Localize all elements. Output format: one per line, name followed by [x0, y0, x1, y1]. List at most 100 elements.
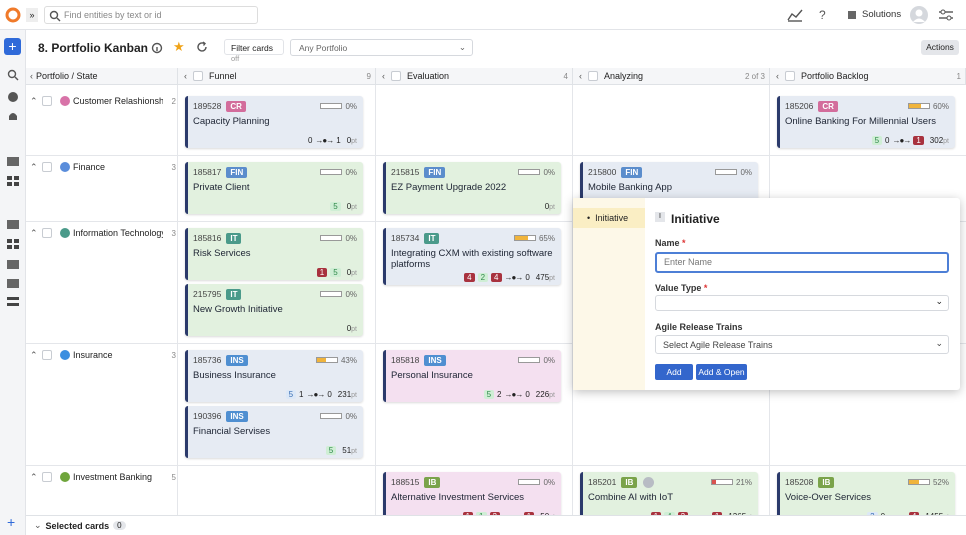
progress-label: 0%: [543, 355, 555, 365]
search-icon[interactable]: [6, 68, 20, 82]
column-header: ‹ Portfolio Backlog 1: [770, 68, 966, 85]
chevron[interactable]: ‹: [382, 71, 385, 81]
notify-icon[interactable]: [6, 110, 20, 124]
expand-icon[interactable]: »: [26, 8, 38, 22]
row-dot: [60, 162, 70, 172]
checkbox[interactable]: [391, 71, 401, 81]
checkbox[interactable]: [42, 162, 52, 172]
points-value: 231: [337, 390, 352, 399]
chevron[interactable]: ‹: [776, 71, 779, 81]
progress-fill: [908, 104, 921, 108]
checkbox[interactable]: [42, 350, 52, 360]
portfolio-select[interactable]: Any Portfolio ⌄: [290, 39, 473, 56]
filter-toggle[interactable]: Filter cards off: [224, 39, 284, 63]
card[interactable]: 185206 CR 60% Online Banking For Millennial…: [777, 96, 955, 148]
card[interactable]: 190396 INS 0% Financial Servises 5 51pt: [185, 406, 363, 458]
checkbox[interactable]: [42, 228, 52, 238]
card-id: 189528: [193, 101, 222, 111]
folder-icon[interactable]: [6, 218, 20, 230]
art-select[interactable]: Select Agile Release Trains ⌄: [655, 335, 949, 354]
card[interactable]: 185817 FIN 0% Private Client 5 0pt: [185, 162, 363, 214]
folder-icon[interactable]: [6, 258, 20, 270]
row-name: Customer Relashionships: [73, 96, 163, 106]
card-id: 185208: [785, 477, 814, 487]
card[interactable]: 189528 CR 0% Capacity Planning 0 →●→ 1 0pt: [185, 96, 363, 148]
avatar[interactable]: [910, 6, 928, 24]
card-id: 190396: [193, 411, 222, 421]
progress-bar: [320, 169, 343, 175]
name-input[interactable]: Enter Name: [655, 252, 949, 273]
value-type-select[interactable]: ⌄: [655, 295, 949, 311]
help-icon[interactable]: ?: [819, 8, 826, 22]
card[interactable]: 215795 IT 0% New Growth Initiative 0pt: [185, 284, 363, 336]
chevron[interactable]: ‹: [579, 71, 582, 81]
add-open-button[interactable]: Add & Open: [696, 364, 747, 380]
explore-icon[interactable]: [6, 90, 20, 104]
card[interactable]: 215815 FIN 0% EZ Payment Upgrade 2022 0pt: [383, 162, 561, 214]
checkbox[interactable]: [42, 96, 52, 106]
selected-label: Selected cards: [45, 520, 110, 531]
collapse-icon[interactable]: ⌄: [34, 520, 42, 530]
card-header: 185206 CR 60%: [785, 100, 949, 112]
dependency-icon: →●→: [504, 390, 524, 399]
column-header: ‹ Funnel 9: [178, 68, 376, 85]
logo[interactable]: [5, 7, 21, 23]
create-button[interactable]: +: [4, 38, 21, 55]
points-unit: pt: [549, 204, 555, 211]
analytics-icon[interactable]: [787, 8, 803, 22]
chevron[interactable]: ‹: [30, 71, 33, 81]
points-unit: pt: [351, 270, 357, 277]
card[interactable]: 185816 IT 0% Risk Services 1 5 0pt: [185, 228, 363, 280]
settings-icon[interactable]: [938, 8, 954, 22]
add-button[interactable]: Add: [655, 364, 693, 380]
row-label: ⌃ Insurance 3: [30, 348, 176, 362]
card-id: 185734: [391, 233, 420, 243]
chevron[interactable]: ⌃: [30, 227, 38, 238]
board-icon[interactable]: [6, 238, 20, 250]
actions-button[interactable]: Actions: [921, 40, 959, 55]
card-id: 215795: [193, 289, 222, 299]
folder-icon[interactable]: [6, 155, 20, 167]
board-icon[interactable]: [6, 175, 20, 187]
type-item[interactable]: • Initiative: [573, 208, 645, 228]
chevron[interactable]: ⌃: [30, 349, 38, 360]
points-unit: pt: [351, 326, 357, 333]
row-dot: [60, 350, 70, 360]
points: 302pt: [930, 136, 949, 145]
folder-icon[interactable]: [6, 277, 20, 289]
card-tag: FIN: [424, 166, 446, 178]
card[interactable]: 185734 IT 65% Integrating CXM with existing…: [383, 228, 561, 285]
row-label: ⌃ Customer Relashionships 2: [30, 94, 176, 108]
card[interactable]: 185736 INS 43% Business Insurance 5 1 →●→ 0 231p…: [185, 350, 363, 402]
solutions[interactable]: Solutions: [862, 9, 902, 20]
checkbox[interactable]: [193, 71, 203, 81]
info-icon[interactable]: [151, 42, 163, 54]
progress-fill: [316, 358, 326, 362]
chevron[interactable]: ⌃: [30, 161, 38, 172]
required-mark: *: [682, 238, 686, 248]
progress-fill: [514, 236, 528, 240]
card-title: Alternative Investment Services: [391, 492, 525, 503]
card-id: 188515: [391, 477, 420, 487]
badge: 5: [285, 390, 297, 399]
chevron[interactable]: ⌃: [30, 95, 38, 106]
checkbox[interactable]: [42, 472, 52, 482]
refresh-icon[interactable]: [196, 41, 208, 53]
card-title: Business Insurance: [193, 370, 276, 381]
card-tag: IT: [226, 288, 242, 300]
chevron[interactable]: ⌃: [30, 471, 38, 482]
add-icon[interactable]: +: [7, 514, 16, 530]
card-footer: 1 5 0pt: [193, 265, 357, 277]
chevron[interactable]: ‹: [184, 71, 187, 81]
card[interactable]: 185818 INS 0% Personal Insurance 5 2 →●→ 0 226pt: [383, 350, 561, 402]
card-tag: IT: [424, 232, 440, 244]
checkbox[interactable]: [785, 71, 795, 81]
board-icon[interactable]: [6, 296, 20, 308]
favorite-icon[interactable]: ★: [173, 39, 185, 54]
checkbox[interactable]: [588, 71, 598, 81]
search-box[interactable]: Find entities by text or id: [44, 6, 258, 24]
top-bar: » Find entities by text or id ? Solution…: [0, 0, 966, 30]
create-popup: • Initiative I Initiative Name * Enter N…: [573, 198, 960, 390]
badge: 1: [913, 136, 924, 145]
card-title: Risk Services: [193, 248, 251, 259]
